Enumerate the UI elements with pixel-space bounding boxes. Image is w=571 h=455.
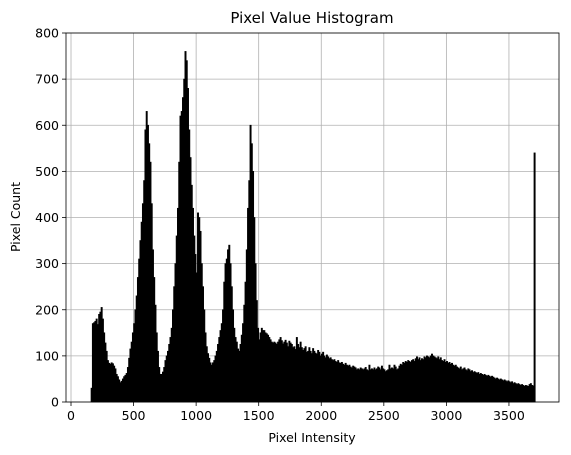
chart-title: Pixel Value Histogram	[230, 9, 393, 27]
y-tick-label: 500	[35, 164, 59, 179]
y-axis-label: Pixel Count	[8, 182, 23, 252]
x-axis-label: Pixel Intensity	[268, 430, 356, 445]
x-tick-label: 1500	[243, 408, 275, 423]
y-tick-label: 700	[35, 72, 59, 87]
histogram-bars	[90, 51, 536, 403]
x-tick-label: 3000	[430, 408, 462, 423]
x-tick-label: 1000	[180, 408, 212, 423]
y-tick-label: 0	[51, 395, 59, 410]
y-tick-label: 600	[35, 118, 59, 133]
x-tick-label: 500	[122, 408, 146, 423]
x-tick-label: 2500	[368, 408, 400, 423]
y-tick-label: 400	[35, 210, 59, 225]
x-tick-label: 3500	[493, 408, 525, 423]
histogram-bar	[533, 152, 536, 403]
y-tick-label: 200	[35, 302, 59, 317]
x-tick-label: 0	[67, 408, 75, 423]
y-tick-label: 800	[35, 26, 59, 41]
y-tick-label: 100	[35, 348, 59, 363]
y-tick-label: 300	[35, 256, 59, 271]
x-tick-label: 2000	[305, 408, 337, 423]
axis-ticks: 0 500 1000 1500 2000 2500 3000 3500 0 100 200 300 40…	[35, 26, 525, 424]
